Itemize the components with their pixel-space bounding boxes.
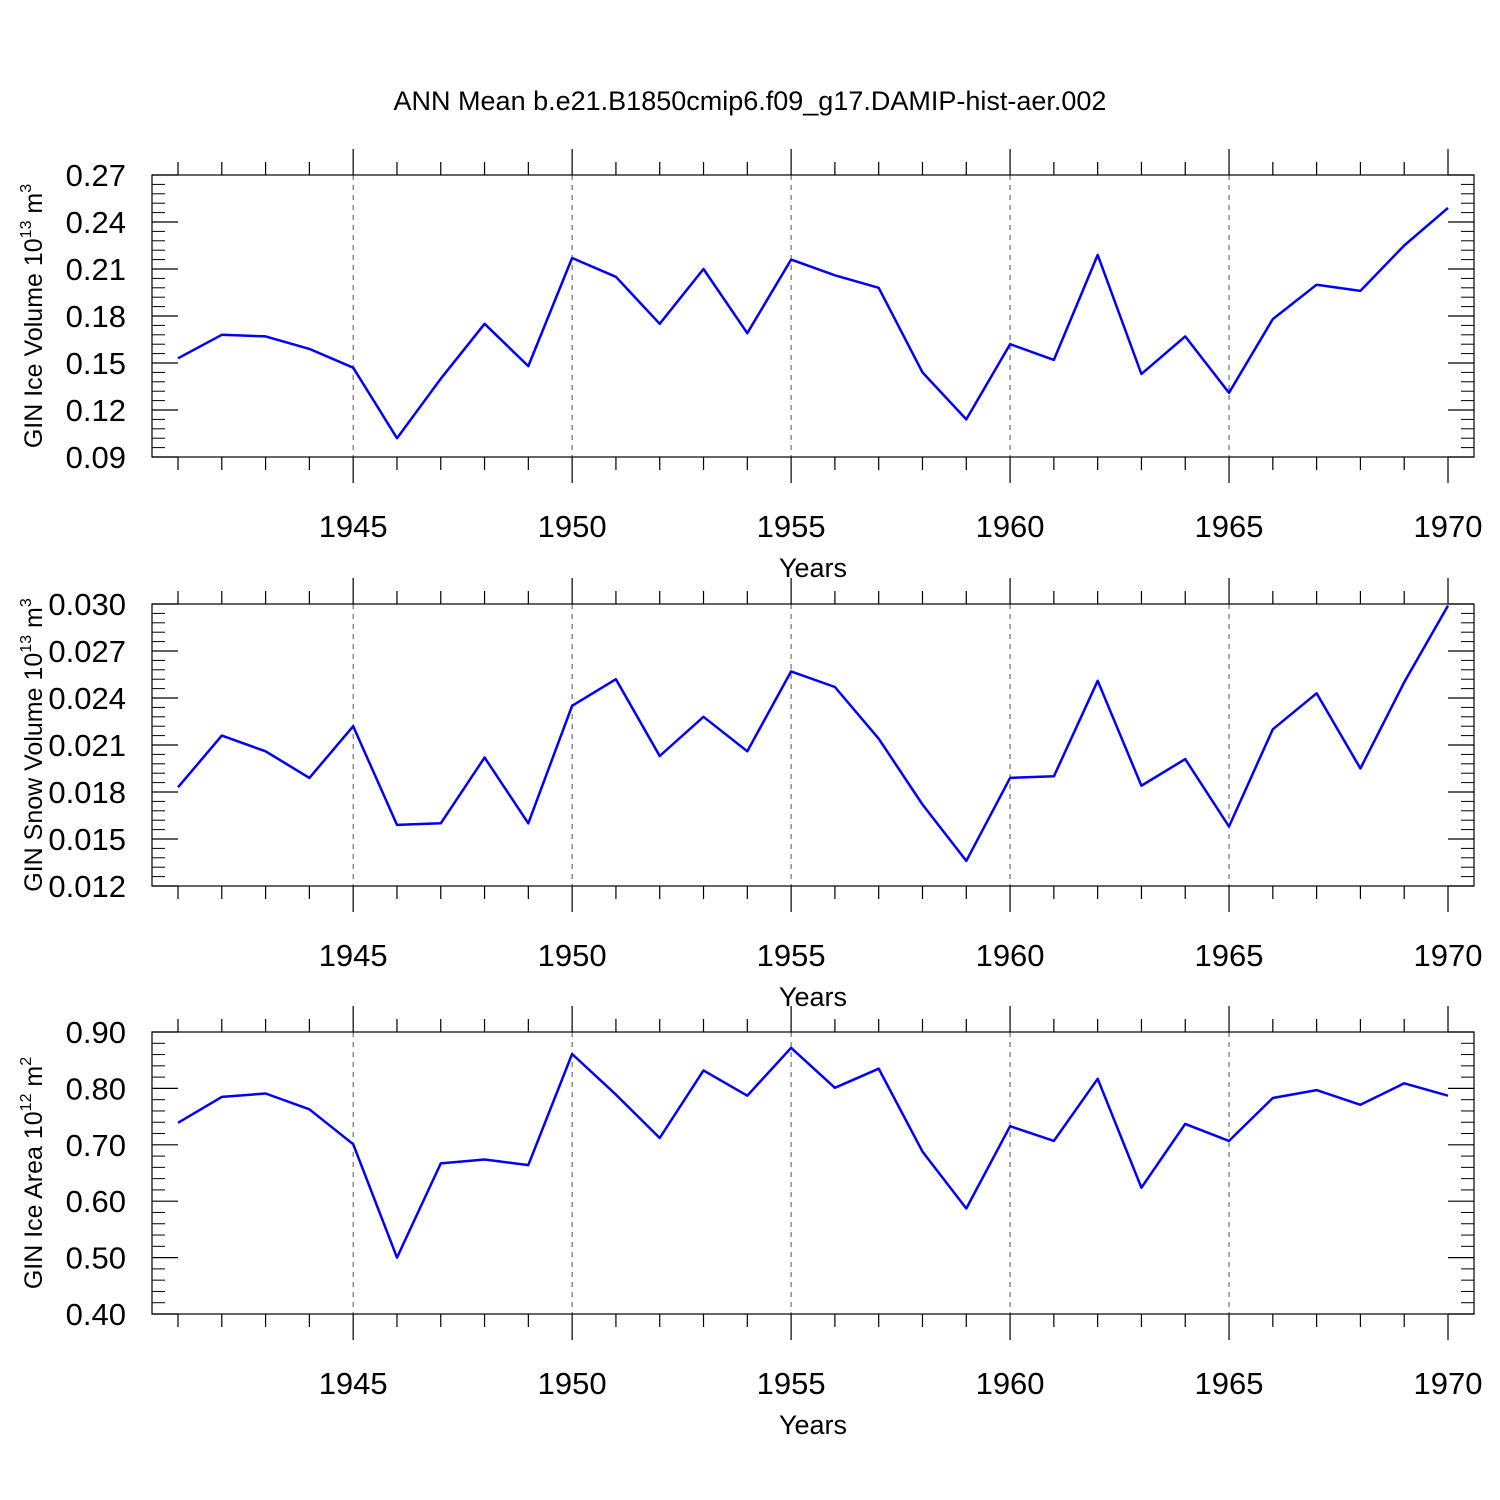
- chart-panel-3: 0.40 0.50 0.60 0.70 0.80 0.90 1945 1950 1955 1960…: [18, 1006, 1482, 1440]
- chart-panel-2: 0.012 0.015 0.018 0.021 0.024 0.027 0.030 1945 1…: [18, 578, 1482, 1012]
- y-tick-label: 0.50: [66, 1241, 126, 1276]
- x-axis-label: Years: [779, 1410, 847, 1440]
- y-tick-label: 0.027: [48, 634, 126, 669]
- y-tick-label: 0.21: [66, 252, 126, 287]
- y-tick-label: 0.18: [66, 299, 126, 334]
- y-tick-label: 0.60: [66, 1184, 126, 1219]
- x-tick-label: 1955: [757, 1366, 826, 1401]
- x-tick-label: 1945: [319, 1366, 388, 1401]
- x-tick-label: 1970: [1414, 509, 1483, 544]
- y-tick-label: 0.80: [66, 1071, 126, 1106]
- x-tick-label: 1955: [757, 938, 826, 973]
- figure-title: ANN Mean b.e21.B1850cmip6.f09_g17.DAMIP-…: [394, 86, 1107, 116]
- y-tick-label: 0.024: [48, 681, 126, 716]
- y-tick-label: 0.40: [66, 1297, 126, 1332]
- series-line-1: [177, 206, 1449, 440]
- x-tick-label: 1950: [538, 938, 607, 973]
- x-tick-label: 1965: [1195, 938, 1264, 973]
- x-tick-label: 1965: [1195, 1366, 1264, 1401]
- x-tick-label: 1960: [976, 509, 1045, 544]
- series-line-1: [177, 604, 1450, 863]
- chart-panels: 0.09 0.12 0.15 0.18 0.21 0.24 0.27 1945 1950 1955…: [18, 149, 1482, 1440]
- y-tick-label: 0.70: [66, 1128, 126, 1163]
- plot-frame: [151, 603, 1475, 887]
- y-tick-label: 0.09: [66, 440, 126, 475]
- x-axis-label: Years: [779, 553, 847, 583]
- x-tick-label: 1965: [1195, 509, 1264, 544]
- y-tick-label: 0.24: [66, 205, 126, 240]
- x-tick-label: 1945: [319, 938, 388, 973]
- y-tick-label: 0.12: [66, 393, 126, 428]
- y-tick-label: 0.15: [66, 346, 126, 381]
- x-tick-label: 1955: [757, 509, 826, 544]
- y-tick-label: 0.012: [48, 869, 126, 904]
- plot-frame: [151, 1031, 1475, 1315]
- x-axis-label: Years: [779, 982, 847, 1012]
- x-tick-label: 1960: [976, 938, 1045, 973]
- x-tick-label: 1960: [976, 1366, 1045, 1401]
- x-tick-label: 1950: [538, 1366, 607, 1401]
- y-tick-label: 0.030: [48, 587, 126, 622]
- chart-panel-1: 0.09 0.12 0.15 0.18 0.21 0.24 0.27 1945 1950 1955…: [18, 149, 1482, 583]
- x-tick-label: 1945: [319, 509, 388, 544]
- x-tick-label: 1970: [1414, 938, 1483, 973]
- y-axis-label: GIN Ice Volume 1013 m3: [18, 184, 48, 448]
- y-axis-label: GIN Ice Area 1012 m2: [18, 1057, 48, 1289]
- x-tick-label: 1970: [1414, 1366, 1483, 1401]
- y-tick-label: 0.021: [48, 728, 126, 763]
- x-tick-label: 1950: [538, 509, 607, 544]
- y-axis-label: GIN Snow Volume 1013 m3: [18, 598, 48, 892]
- y-tick-label: 0.27: [66, 158, 126, 193]
- series-line-1: [177, 1046, 1449, 1259]
- y-tick-label: 0.018: [48, 775, 126, 810]
- y-tick-label: 0.015: [48, 822, 126, 857]
- y-tick-label: 0.90: [66, 1015, 126, 1050]
